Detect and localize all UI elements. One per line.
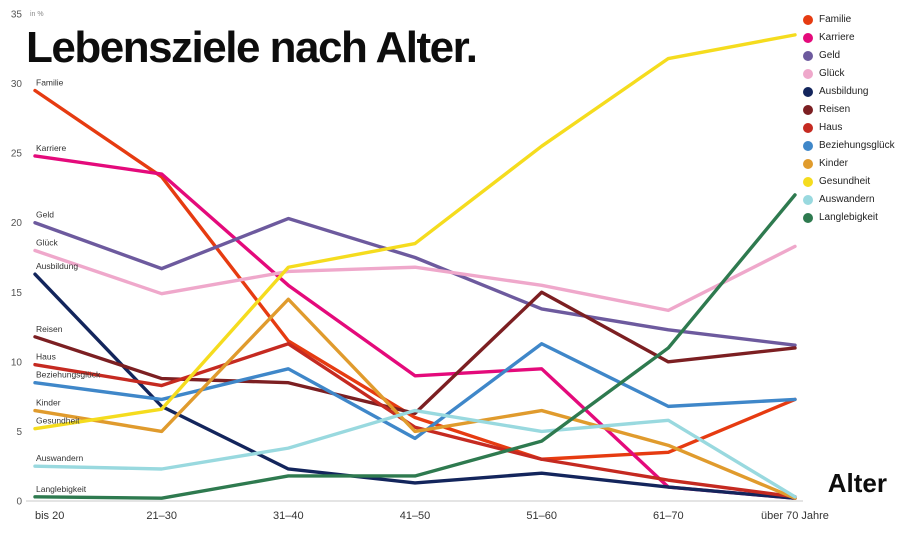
x-tick-label: 31–40 xyxy=(273,510,304,522)
legend: Familie Karriere Geld Glück Ausbildung Reisen… xyxy=(803,14,907,223)
legend-label: Langlebigkeit xyxy=(819,212,878,223)
series-line-gesundheit xyxy=(33,33,797,431)
legend-item-kinder: Kinder xyxy=(803,158,907,169)
y-tick-label: 15 xyxy=(11,288,23,299)
series-start-label-geld: Geld xyxy=(36,210,54,220)
legend-item-langlebigkeit: Langlebigkeit xyxy=(803,212,907,223)
series-line-auswandern xyxy=(33,408,797,499)
series-start-label-auswandern: Auswandern xyxy=(36,453,84,463)
legend-dot-glück xyxy=(803,68,813,79)
legend-item-auswandern: Auswandern xyxy=(803,194,907,205)
legend-label: Familie xyxy=(819,14,852,25)
legend-label: Kinder xyxy=(819,158,848,169)
series-line-haus xyxy=(33,342,797,499)
series-line-familie xyxy=(33,88,797,461)
series-line-kinder xyxy=(33,297,797,500)
series-line-ausbildung xyxy=(33,272,797,500)
series-start-label-beziehungsglück: Beziehungsglück xyxy=(36,370,101,380)
legend-item-ausbildung: Ausbildung xyxy=(803,86,907,97)
legend-dot-langlebigkeit xyxy=(803,212,813,223)
y-tick-label: 10 xyxy=(11,357,23,368)
x-tick-label: bis 20 xyxy=(35,510,64,522)
series-start-label-ausbildung: Ausbildung xyxy=(36,261,78,271)
legend-dot-familie xyxy=(803,14,813,25)
legend-dot-karriere xyxy=(803,32,813,43)
y-tick-label: 35 xyxy=(11,10,23,21)
y-tick-label: 30 xyxy=(11,79,23,90)
x-axis-title: Alter xyxy=(827,468,887,498)
legend-label: Geld xyxy=(819,50,841,61)
legend-dot-geld xyxy=(803,50,813,61)
y-tick-label: 20 xyxy=(11,218,23,229)
series-start-label-haus: Haus xyxy=(36,352,56,362)
legend-item-reisen: Reisen xyxy=(803,104,907,115)
x-tick-label: 21–30 xyxy=(146,510,177,522)
legend-label: Beziehungsglück xyxy=(819,140,895,151)
y-axis-unit-label: in % xyxy=(30,11,44,18)
x-tick-label: 61–70 xyxy=(653,510,684,522)
legend-label: Karriere xyxy=(819,32,855,43)
legend-item-beziehungsglück: Beziehungsglück xyxy=(803,140,907,151)
legend-dot-auswandern xyxy=(803,194,813,205)
legend-dot-ausbildung xyxy=(803,86,813,97)
legend-dot-reisen xyxy=(803,104,813,115)
series-line-langlebigkeit xyxy=(33,193,797,500)
legend-item-haus: Haus xyxy=(803,122,907,133)
chart-title: Lebensziele nach Alter. xyxy=(26,23,478,72)
series-line-reisen xyxy=(33,290,797,416)
legend-item-geld: Geld xyxy=(803,50,907,61)
y-tick-label: 0 xyxy=(16,497,22,508)
legend-label: Reisen xyxy=(819,104,851,115)
y-tick-label: 5 xyxy=(16,427,22,438)
series-line-glück xyxy=(33,244,797,313)
legend-label: Ausbildung xyxy=(819,86,869,97)
legend-dot-beziehungsglück xyxy=(803,140,813,151)
series-start-label-glück: Glück xyxy=(36,238,58,248)
x-tick-label: 41–50 xyxy=(400,510,431,522)
series-line-beziehungsglück xyxy=(33,342,797,441)
legend-dot-haus xyxy=(803,122,813,133)
y-tick-label: 25 xyxy=(11,149,23,160)
x-tick-label: 51–60 xyxy=(526,510,557,522)
legend-item-glück: Glück xyxy=(803,68,907,79)
legend-item-karriere: Karriere xyxy=(803,32,907,43)
legend-label: Haus xyxy=(819,122,843,133)
series-start-label-reisen: Reisen xyxy=(36,324,63,334)
series-start-label-karriere: Karriere xyxy=(36,143,67,153)
series-start-label-kinder: Kinder xyxy=(36,398,61,408)
series-start-label-langlebigkeit: Langlebigkeit xyxy=(36,484,87,494)
series-line-geld xyxy=(33,216,797,347)
legend-dot-kinder xyxy=(803,158,813,169)
series-start-label-gesundheit: Gesundheit xyxy=(36,416,80,426)
legend-label: Auswandern xyxy=(819,194,875,205)
series-start-label-familie: Familie xyxy=(36,78,64,88)
legend-label: Glück xyxy=(819,68,845,79)
legend-dot-gesundheit xyxy=(803,176,813,187)
legend-item-familie: Familie xyxy=(803,14,907,25)
legend-label: Gesundheit xyxy=(819,176,871,187)
x-tick-label: über 70 Jahre xyxy=(761,510,829,522)
legend-item-gesundheit: Gesundheit xyxy=(803,176,907,187)
